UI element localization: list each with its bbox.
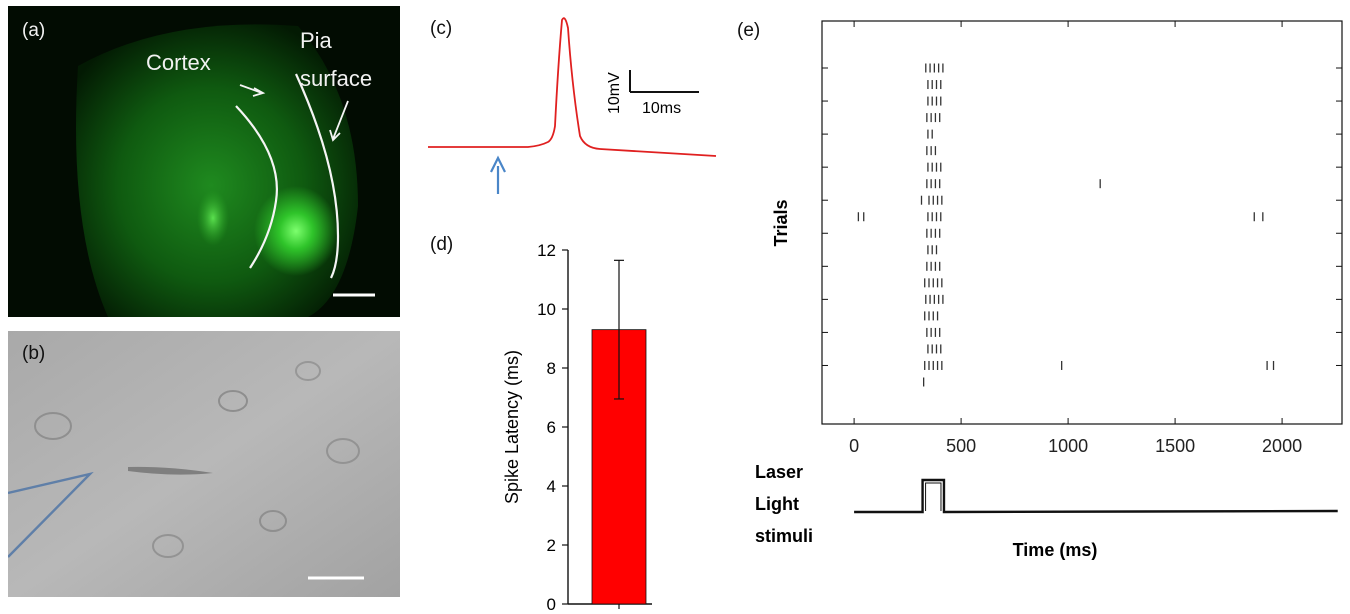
y-tick-label: 2: [547, 536, 556, 555]
y-tick-label: 4: [547, 477, 556, 496]
y-tick-label: 6: [547, 418, 556, 437]
panel-label-a: (a): [22, 20, 46, 41]
plot-frame: [821, 20, 1343, 425]
panel-label-b: (b): [22, 343, 46, 364]
scale-time-label: 10ms: [642, 100, 681, 117]
y-tick-label: 0: [547, 595, 556, 614]
spike-trace: 10mV 10ms: [428, 17, 717, 194]
latency-bar-chart: 0 2 4 6 8 10 12 Spike Latency (ms): [502, 241, 652, 614]
raster-plot: 0 500 1000 1500 2000 Trials Laser Light stimuli T…: [755, 20, 1343, 560]
x-axis-label: Time (ms): [1013, 540, 1098, 560]
x-tick-label: 1500: [1155, 436, 1195, 456]
spike-trace-panel: (c) 10mV 10ms: [420, 6, 720, 206]
brightfield-image: [8, 331, 400, 597]
stimulus-trace-inner: [925, 482, 942, 511]
y-tick-label: 12: [537, 241, 556, 260]
panel-label-d: (d): [430, 234, 454, 255]
stimulus-trace: [854, 478, 1338, 514]
x-tick-label: 2000: [1262, 436, 1302, 456]
stimulus-arrowhead: [490, 155, 506, 173]
stimulus-label-line: Light: [755, 494, 799, 514]
y-axis-label: Spike Latency (ms): [502, 350, 522, 504]
panel-label-c: (c): [430, 18, 453, 39]
x-tick-label: 500: [946, 436, 976, 456]
fluorescence-image-panel: (a) Cortex Pia surface: [8, 6, 400, 317]
y-tick-label: 10: [537, 300, 556, 319]
raster-plot-panel: (e) 0 500 1000 1500 2000 Trials Laser Light stim…: [725, 6, 1350, 614]
x-tick-label: 1000: [1048, 436, 1088, 456]
surface-label: surface: [300, 66, 373, 91]
cortex-label: Cortex: [146, 50, 211, 75]
y-tick-label: 8: [547, 359, 556, 378]
voltage-trace: [428, 17, 717, 157]
y-axis-label: Trials: [771, 199, 791, 246]
latency-bar-chart-panel: (d) 0 2 4 6 8 10 12 Spike Latency (ms): [420, 222, 720, 614]
stimulus-label-line: Laser: [755, 462, 803, 482]
x-tick-label: 0: [849, 436, 859, 456]
brightfield-image-panel: (b): [8, 331, 400, 597]
scale-voltage-label: 10mV: [606, 72, 623, 114]
pia-label: Pia: [300, 28, 332, 53]
stimulus-label-line: stimuli: [755, 526, 813, 546]
fluorescence-image: [8, 6, 400, 317]
panel-label-e: (e): [737, 20, 761, 41]
